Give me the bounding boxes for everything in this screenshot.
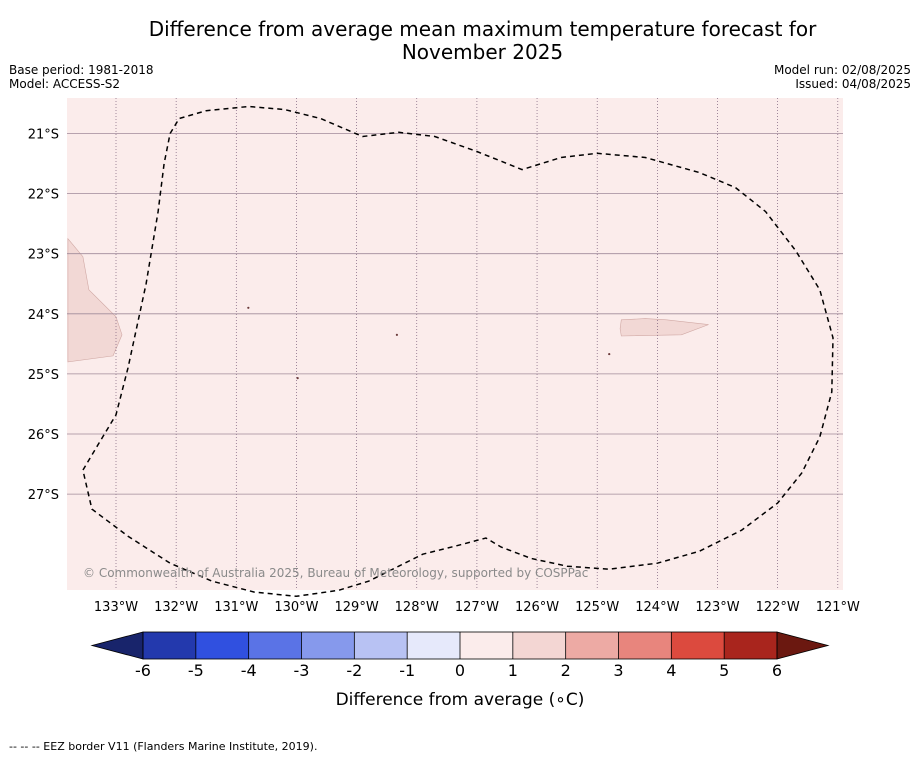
colorbar-swatch <box>248 632 302 659</box>
lon-tick-label: 132°W <box>154 600 198 615</box>
lon-tick-label: 131°W <box>214 600 258 615</box>
copyright-text: © Commonwealth of Australia 2025, Bureau… <box>83 566 588 580</box>
lon-tick-label: 126°W <box>515 600 559 615</box>
meta-left: Base period: 1981-2018 Model: ACCESS-S2 <box>9 63 154 91</box>
lon-tick-label: 133°W <box>94 600 138 615</box>
colorbar-swatch <box>354 632 408 659</box>
lon-tick-label: 130°W <box>274 600 318 615</box>
lon-tick-label: 129°W <box>335 600 379 615</box>
anomaly-patch-1 <box>67 237 123 363</box>
lat-tick-label: 23°S <box>28 248 59 263</box>
lon-tick-label: 128°W <box>395 600 439 615</box>
colorbar-tick-label: -4 <box>241 661 257 680</box>
lat-tick-label: 21°S <box>28 128 59 143</box>
colorbar-swatch <box>512 632 566 659</box>
lat-tick-label: 27°S <box>28 488 59 503</box>
lon-tick-label: 121°W <box>816 600 860 615</box>
title-line-2: November 2025 <box>401 40 564 64</box>
lat-tick-label: 22°S <box>28 188 59 203</box>
colorbar-tick-label: -2 <box>346 661 362 680</box>
colorbar-under-arrow <box>90 631 144 660</box>
colorbar-tick-label: -5 <box>188 661 204 680</box>
eez-footnote: -- -- -- EEZ border V11 (Flanders Marine… <box>9 740 318 753</box>
colorbar-swatch <box>671 632 725 659</box>
lon-tick-labels: 133°W 132°W 131°W 130°W 129°W 128°W 127°W 126°W… <box>94 600 860 615</box>
island-marker-2 <box>395 333 399 336</box>
colorbar-tick-label: 1 <box>508 661 518 680</box>
colorbar-tick-label: 2 <box>561 661 571 680</box>
colorbar-swatch <box>724 632 778 659</box>
lon-tick-label: 122°W <box>756 600 800 615</box>
colorbar-tick-label: 4 <box>666 661 676 680</box>
island-marker-3 <box>608 352 611 356</box>
ocean-background <box>67 98 843 590</box>
colorbar-swatch <box>301 632 355 659</box>
title-line-1: Difference from average mean maximum tem… <box>148 17 817 41</box>
colorbar-tick-label: 6 <box>772 661 782 680</box>
colorbar-tick-label: 3 <box>613 661 623 680</box>
anomaly-patch-2 <box>619 318 709 337</box>
colorbar-tick-label: 0 <box>455 661 465 680</box>
lon-tick-label: 123°W <box>695 600 739 615</box>
map-panel <box>67 98 843 598</box>
colorbar-swatch <box>618 632 672 659</box>
colorbar-swatch <box>195 632 249 659</box>
lat-tick-label: 24°S <box>28 308 59 323</box>
colorbar-tick-label: 5 <box>719 661 729 680</box>
lat-tick-label: 26°S <box>28 428 59 443</box>
lon-tick-label: 125°W <box>575 600 619 615</box>
colorbar-tick-label: -6 <box>135 661 151 680</box>
colorbar: -6 -5 -4 -3 -2 -1 0 1 2 3 4 5 6 <box>90 631 830 680</box>
colorbar-tick-label: -3 <box>294 661 310 680</box>
colorbar-swatch <box>460 632 514 659</box>
colorbar-label: Difference from average (∘C) <box>336 690 585 710</box>
island-marker-1 <box>247 306 250 309</box>
colorbar-tick-label: -1 <box>399 661 415 680</box>
meta-right: Model run: 02/08/2025 Issued: 04/08/2025 <box>774 63 911 91</box>
issued-date: Issued: 04/08/2025 <box>795 77 911 91</box>
island-marker-4 <box>296 377 299 380</box>
lon-tick-label: 127°W <box>455 600 499 615</box>
base-period: Base period: 1981-2018 <box>9 63 154 77</box>
colorbar-swatch <box>565 632 619 659</box>
colorbar-swatch <box>143 632 197 659</box>
chart-title: Difference from average mean maximum tem… <box>0 18 919 64</box>
lat-tick-label: 25°S <box>28 368 59 383</box>
model-name: Model: ACCESS-S2 <box>9 77 121 91</box>
colorbar-over-arrow <box>776 631 830 660</box>
lon-tick-label: 124°W <box>635 600 679 615</box>
lat-tick-labels: 21°S 22°S 23°S 24°S 25°S 26°S 27°S <box>28 128 59 504</box>
colorbar-swatch <box>407 632 461 659</box>
model-run: Model run: 02/08/2025 <box>773 63 911 77</box>
